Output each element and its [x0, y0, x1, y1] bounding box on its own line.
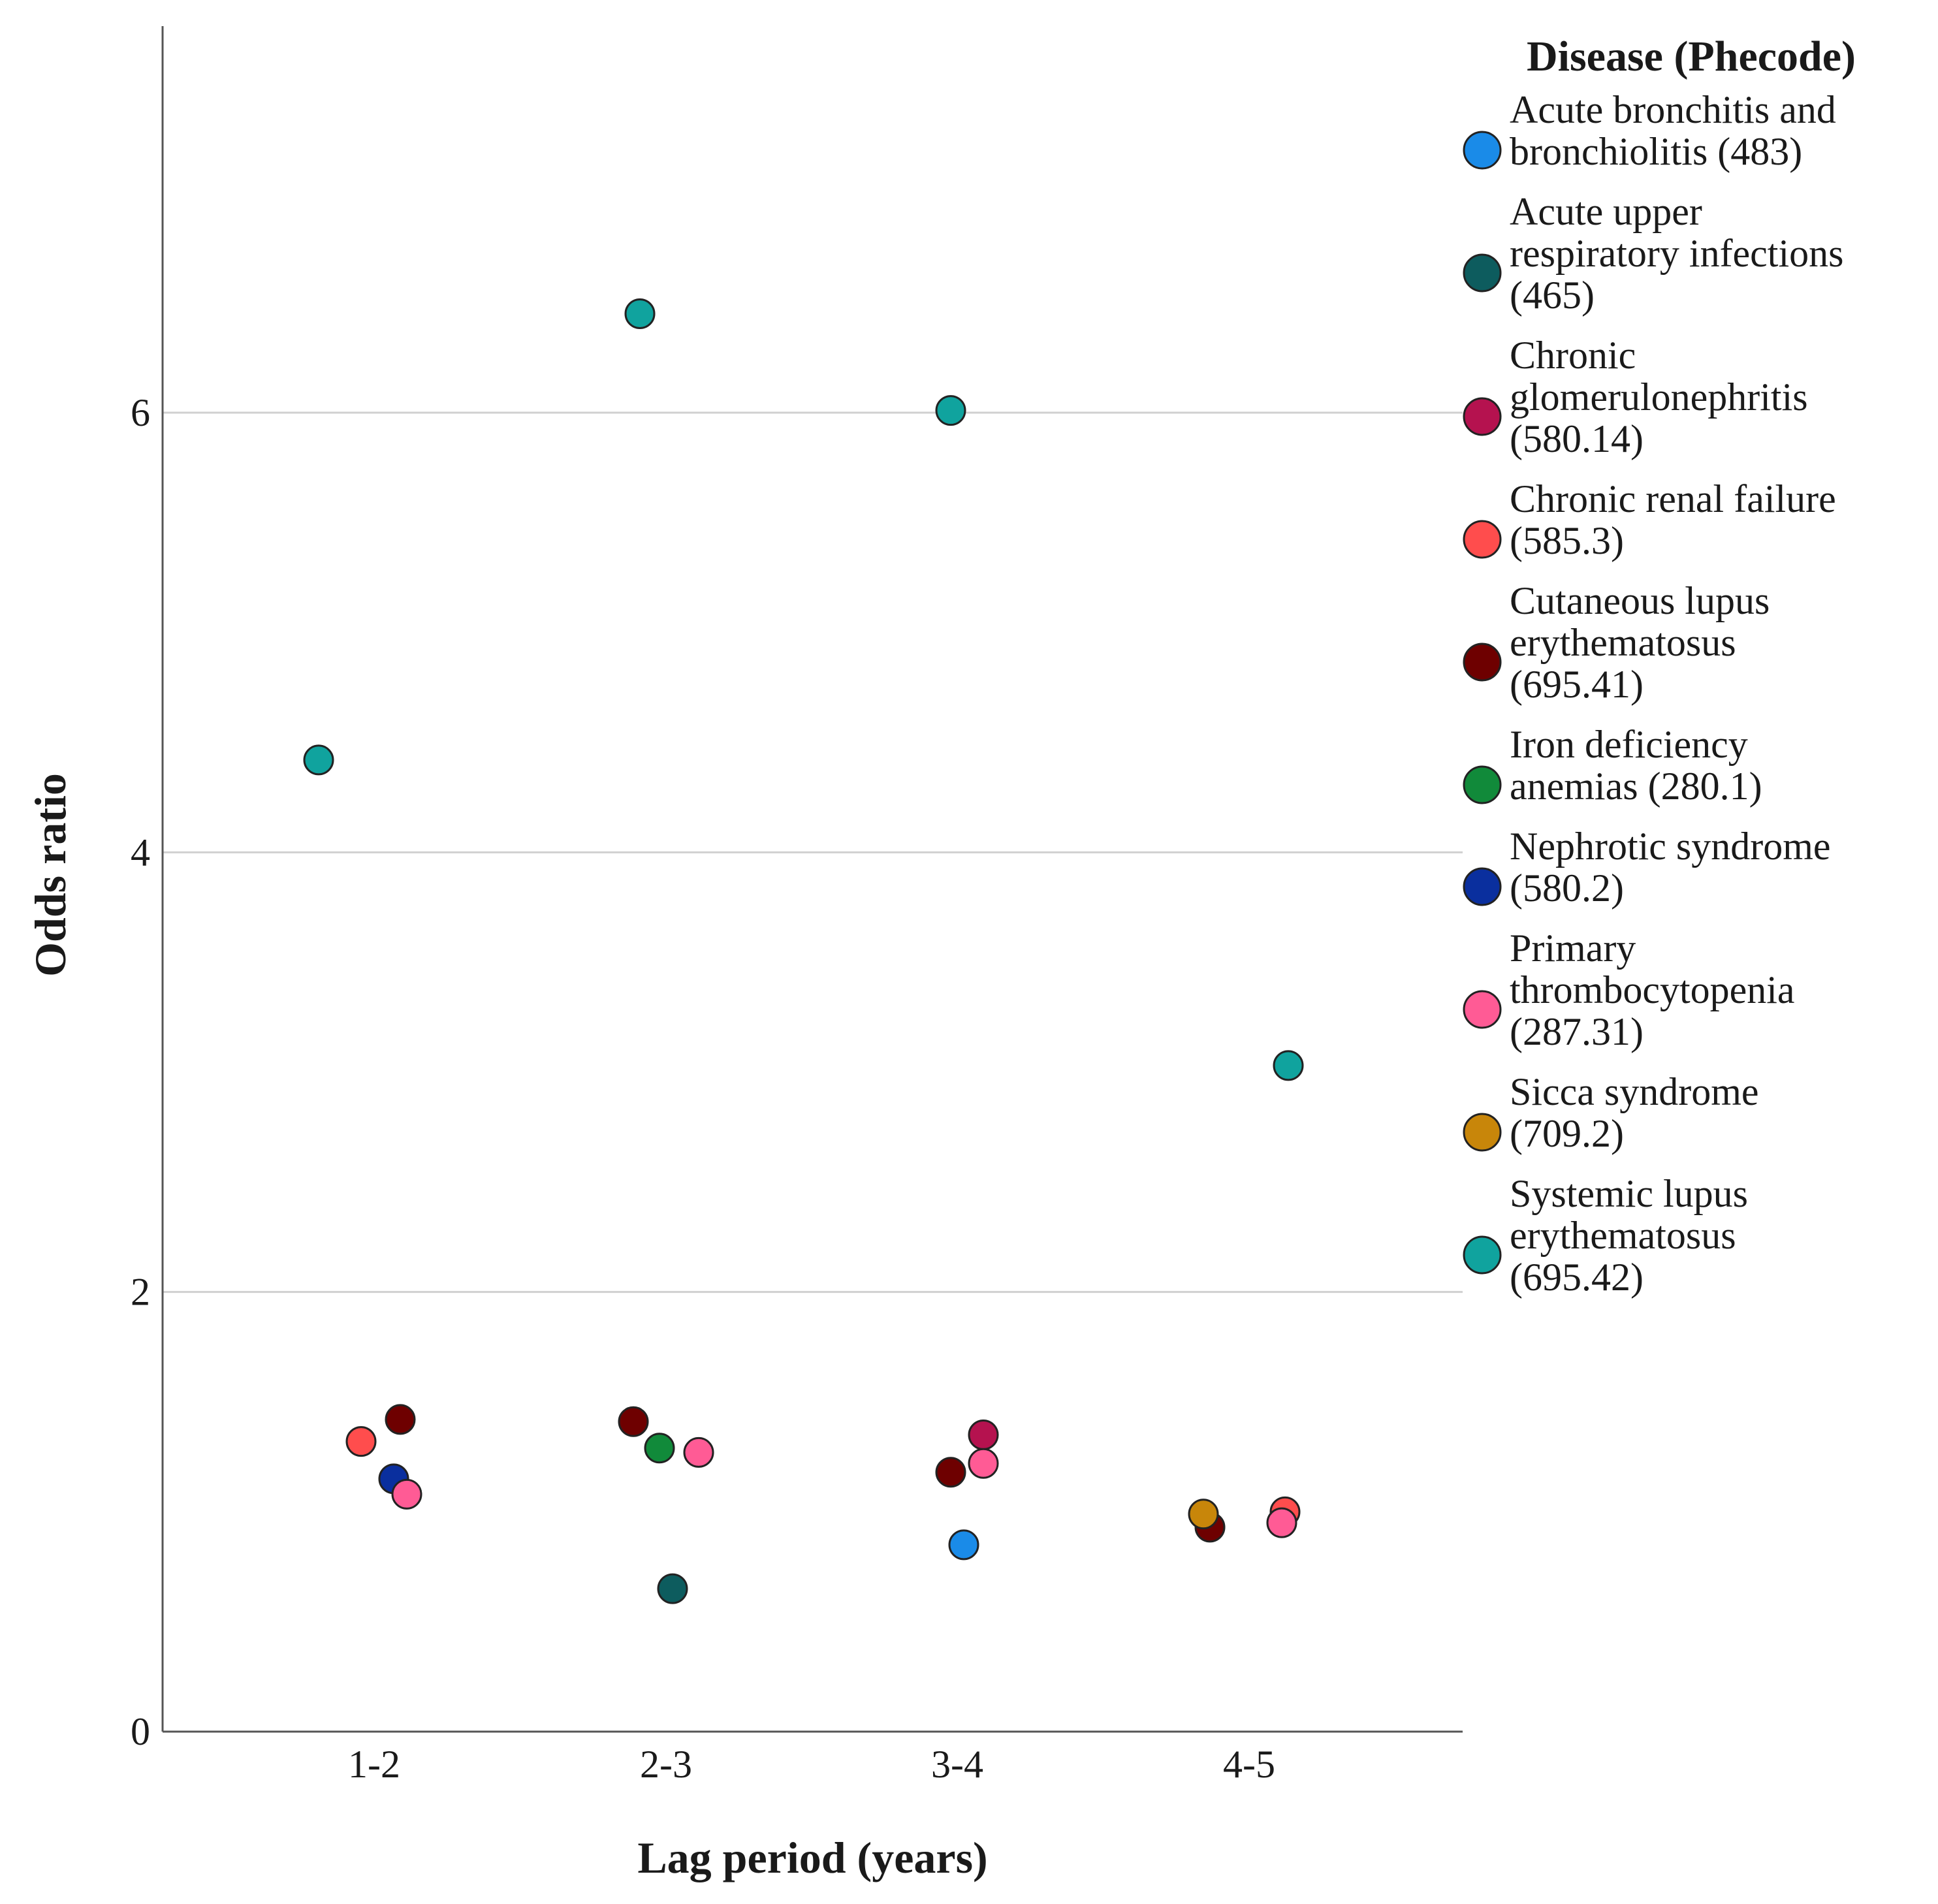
data-point	[968, 1448, 999, 1479]
legend-marker	[1463, 131, 1502, 170]
legend-label: Systemic lupus erythematosus (695.42)	[1510, 1172, 1748, 1299]
data-point	[968, 1420, 999, 1450]
legend-label: Chronic glomerulonephritis (580.14)	[1510, 334, 1808, 460]
legend-marker	[1463, 990, 1502, 1029]
legend-item: Primary thrombocytopenia (287.31)	[1463, 927, 1795, 1053]
legend-item: Nephrotic syndrome (580.2)	[1463, 825, 1831, 910]
legend-item: Iron deficiency anemias (280.1)	[1463, 723, 1762, 808]
data-point	[683, 1436, 714, 1468]
y-tick-label: 0	[131, 1710, 150, 1753]
data-point	[935, 1457, 966, 1488]
legend-item: Cutaneous lupus erythematosus (695.41)	[1463, 579, 1770, 706]
y-tick-label: 2	[131, 1271, 150, 1314]
gridlines	[163, 411, 1463, 1293]
y-tick-label: 6	[131, 391, 150, 434]
x-tick-label: 1-2	[348, 1743, 400, 1786]
legend-item: Acute bronchitis and bronchiolitis (483)	[1463, 88, 1836, 173]
legend-marker	[1463, 1113, 1502, 1152]
legend-marker	[1463, 867, 1502, 906]
data-point	[624, 298, 656, 329]
y-tick-label: 4	[131, 831, 150, 874]
legend-label: Chronic renal failure (585.3)	[1510, 477, 1836, 562]
legend-marker	[1463, 397, 1502, 436]
legend-item: Chronic renal failure (585.3)	[1463, 477, 1836, 562]
legend-item: Chronic glomerulonephritis (580.14)	[1463, 334, 1808, 460]
legend-label: Iron deficiency anemias (280.1)	[1510, 723, 1762, 808]
legend-item: Sicca syndrome (709.2)	[1463, 1070, 1759, 1155]
legend-marker	[1463, 765, 1502, 804]
x-tick-label: 4-5	[1223, 1743, 1275, 1786]
legend-label: Primary thrombocytopenia (287.31)	[1510, 927, 1795, 1053]
legend-marker	[1463, 253, 1502, 293]
data-point	[948, 1529, 979, 1561]
legend-label: Nephrotic syndrome (580.2)	[1510, 825, 1831, 910]
data-point	[644, 1433, 675, 1464]
x-tick-label: 2-3	[640, 1743, 692, 1786]
y-axis-ticks: 0 2 4 6	[131, 391, 150, 1753]
legend-label: Cutaneous lupus erythematosus (695.41)	[1510, 579, 1770, 706]
legend-marker	[1463, 1235, 1502, 1275]
legend-label: Sicca syndrome (709.2)	[1510, 1070, 1759, 1155]
data-point	[345, 1426, 377, 1457]
data-point	[618, 1406, 649, 1437]
data-point	[303, 744, 334, 776]
y-axis-title: Odds ratio	[25, 773, 75, 977]
data-point	[1273, 1050, 1304, 1081]
legend-item: Acute upper respiratory infections (465)	[1463, 190, 1844, 317]
data-point	[1266, 1507, 1297, 1538]
data-point	[657, 1573, 688, 1604]
x-tick-label: 3-4	[931, 1743, 983, 1786]
data-point	[391, 1478, 422, 1510]
legend-label: Acute upper respiratory infections (465)	[1510, 190, 1844, 317]
data-point	[1188, 1499, 1219, 1530]
legend-label: Acute bronchitis and bronchiolitis (483)	[1510, 88, 1836, 173]
legend-title: Disease (Phecode)	[1527, 33, 1856, 80]
x-axis-title: Lag period (years)	[637, 1833, 987, 1882]
data-point	[385, 1404, 416, 1435]
legend: Acute bronchitis and bronchiolitis (483) A…	[1463, 88, 1844, 1299]
legend-item: Systemic lupus erythematosus (695.42)	[1463, 1172, 1748, 1299]
legend-marker	[1463, 643, 1502, 682]
legend-marker	[1463, 520, 1502, 559]
data-points	[303, 298, 1304, 1604]
x-axis-ticks: 1-2 2-3 3-4 4-5	[348, 1743, 1275, 1786]
data-point	[935, 395, 966, 426]
